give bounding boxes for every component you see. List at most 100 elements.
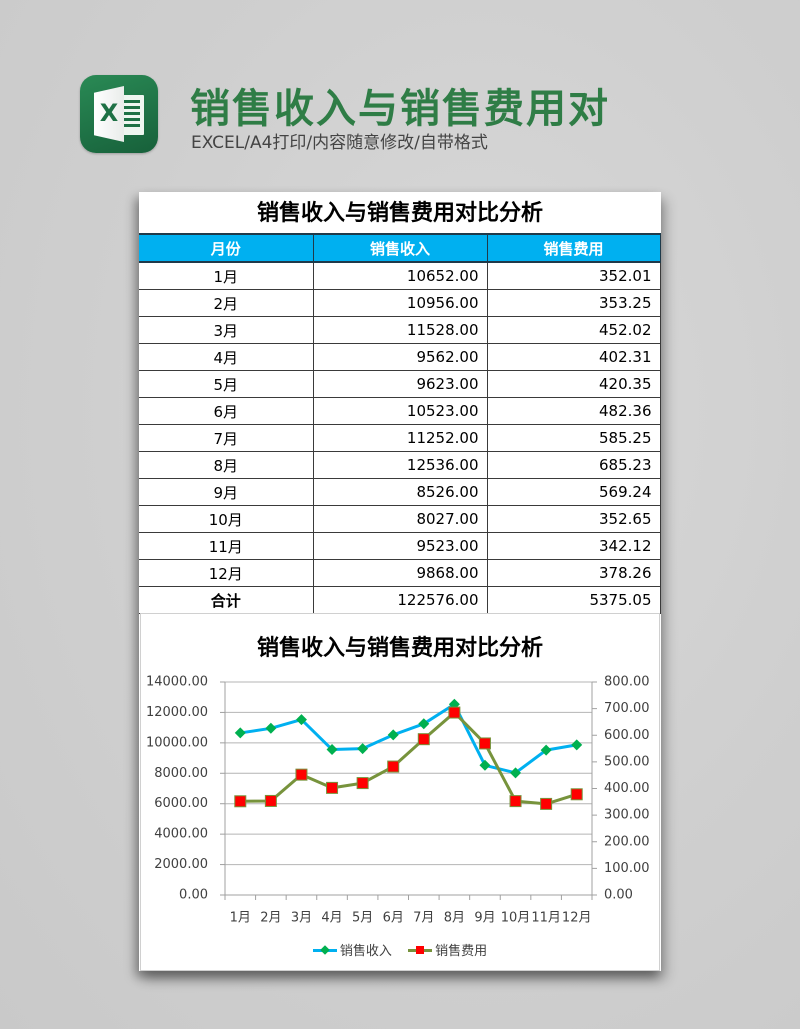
cell-revenue[interactable]: 10956.00 — [312, 289, 488, 317]
y-axis-left-label: 8000.00 — [154, 766, 208, 781]
table-row: 4月 9562.00 402.31 — [139, 343, 661, 371]
x-axis-label: 1月 — [230, 911, 251, 926]
cell-expense[interactable]: 353.25 — [486, 289, 661, 317]
cell-revenue[interactable]: 11528.00 — [312, 316, 488, 344]
table-total-row: 合计 122576.00 5375.05 — [139, 586, 661, 614]
x-axis-label: 11月 — [531, 911, 561, 926]
column-header-revenue[interactable]: 销售收入 — [312, 233, 488, 263]
revenue-line — [240, 702, 577, 775]
x-axis-label: 12月 — [562, 911, 592, 926]
table-row: 12月 9868.00 378.26 — [139, 559, 661, 587]
expense-square-marker — [417, 733, 430, 746]
cell-month[interactable]: 3月 — [139, 316, 314, 344]
cell-month[interactable]: 11月 — [139, 532, 314, 560]
chart-legend: 销售收入 销售费用 — [141, 940, 659, 959]
y-axis-left-label: 4000.00 — [154, 827, 208, 842]
excel-icon: X — [80, 75, 158, 153]
cell-expense[interactable]: 569.24 — [486, 478, 661, 506]
cell-revenue[interactable]: 8526.00 — [312, 478, 488, 506]
legend-label-expense: 销售费用 — [435, 944, 488, 959]
cell-revenue[interactable]: 12536.00 — [312, 451, 488, 479]
cell-total-revenue[interactable]: 122576.00 — [312, 586, 488, 614]
table-row: 10月 8027.00 352.65 — [139, 505, 661, 533]
expense-square-marker — [295, 768, 308, 781]
cell-month[interactable]: 7月 — [139, 424, 314, 452]
y-axis-right-label: 400.00 — [604, 781, 650, 796]
expense-line — [240, 711, 578, 806]
revenue-diamond-marker — [265, 722, 277, 734]
y-axis-right-label: 300.00 — [604, 808, 650, 823]
cell-revenue[interactable]: 9623.00 — [312, 370, 488, 398]
chart-title: 销售收入与销售费用对比分析 — [256, 636, 543, 661]
x-axis-label: 6月 — [383, 911, 404, 926]
revenue-diamond-marker — [387, 729, 399, 741]
y-axis-right-label: 800.00 — [604, 675, 650, 690]
excel-page-shape — [94, 86, 124, 142]
cell-expense[interactable]: 342.12 — [486, 532, 661, 560]
legend-expense-marker-icon — [408, 945, 433, 955]
x-axis-label: 2月 — [260, 911, 281, 926]
cell-expense[interactable]: 352.01 — [486, 261, 661, 290]
cell-revenue[interactable]: 9562.00 — [312, 343, 488, 371]
revenue-diamond-marker — [234, 727, 246, 739]
cell-expense[interactable]: 452.02 — [486, 316, 661, 344]
page-subtitle: EXCEL/A4打印/内容随意修改/自带格式 — [191, 133, 488, 153]
cell-revenue[interactable]: 11252.00 — [312, 424, 488, 452]
expense-square-marker — [264, 794, 277, 807]
cell-month[interactable]: 9月 — [139, 478, 314, 506]
table-row: 9月 8526.00 569.24 — [139, 478, 661, 506]
y-axis-right-label: 500.00 — [604, 754, 650, 769]
cell-expense[interactable]: 585.25 — [486, 424, 661, 452]
expense-square-marker — [540, 797, 553, 810]
revenue-diamond-marker — [479, 759, 491, 771]
cell-expense[interactable]: 420.35 — [486, 370, 661, 398]
cell-revenue[interactable]: 10523.00 — [312, 397, 488, 425]
table-row: 7月 11252.00 585.25 — [139, 424, 661, 452]
table-header-row: 月份 销售收入 销售费用 — [139, 233, 661, 263]
y-axis-left-label: 10000.00 — [146, 735, 208, 750]
cell-revenue[interactable]: 8027.00 — [312, 505, 488, 533]
legend-revenue-marker-icon — [312, 944, 337, 955]
cell-total-label[interactable]: 合计 — [139, 586, 314, 614]
cell-month[interactable]: 6月 — [139, 397, 314, 425]
table-row: 3月 11528.00 452.02 — [139, 316, 661, 344]
cell-month[interactable]: 8月 — [139, 451, 314, 479]
excel-letter: X — [99, 99, 119, 127]
table-row: 8月 12536.00 685.23 — [139, 451, 661, 479]
line-chart[interactable]: 销售收入与销售费用对比分析 0.00 2000.00 4000.00 6000.00 8… — [140, 613, 660, 971]
column-header-month[interactable]: 月份 — [139, 233, 314, 263]
expense-square-marker — [356, 777, 369, 790]
cell-expense[interactable]: 378.26 — [486, 559, 661, 587]
cell-revenue[interactable]: 10652.00 — [312, 261, 488, 290]
chart-plot-area: 0.00 2000.00 4000.00 6000.00 8000.00 10000.00… — [146, 675, 650, 926]
table-row: 11月 9523.00 342.12 — [139, 532, 661, 560]
legend-item-expense[interactable]: 销售费用 — [408, 940, 487, 959]
cell-month[interactable]: 10月 — [139, 505, 314, 533]
cell-expense[interactable]: 685.23 — [486, 451, 661, 479]
cell-revenue[interactable]: 9523.00 — [312, 532, 488, 560]
revenue-diamond-marker — [540, 744, 552, 756]
revenue-diamond-marker — [357, 743, 369, 755]
expense-square-marker — [234, 795, 247, 808]
cell-month[interactable]: 5月 — [139, 370, 314, 398]
cell-month[interactable]: 2月 — [139, 289, 314, 317]
cell-month[interactable]: 4月 — [139, 343, 314, 371]
y-axis-left-label: 14000.00 — [146, 675, 208, 690]
cell-expense[interactable]: 402.31 — [486, 343, 661, 371]
cell-month[interactable]: 12月 — [139, 559, 314, 587]
revenue-diamond-marker — [295, 714, 307, 726]
expense-square-marker — [387, 760, 400, 773]
cell-total-expense[interactable]: 5375.05 — [486, 586, 661, 614]
cell-expense[interactable]: 352.65 — [486, 505, 661, 533]
x-axis-label: 10月 — [501, 911, 531, 926]
cell-month[interactable]: 1月 — [139, 261, 314, 290]
table-row: 6月 10523.00 482.36 — [139, 397, 661, 425]
expense-square-marker — [570, 788, 583, 801]
x-axis-label: 9月 — [474, 911, 495, 926]
cell-revenue[interactable]: 9868.00 — [312, 559, 488, 587]
page-title: 销售收入与销售费用对 — [190, 86, 610, 132]
legend-item-revenue[interactable]: 销售收入 — [312, 940, 392, 959]
column-header-expense[interactable]: 销售费用 — [486, 233, 661, 263]
cell-expense[interactable]: 482.36 — [486, 397, 661, 425]
legend-label-revenue: 销售收入 — [339, 944, 392, 959]
